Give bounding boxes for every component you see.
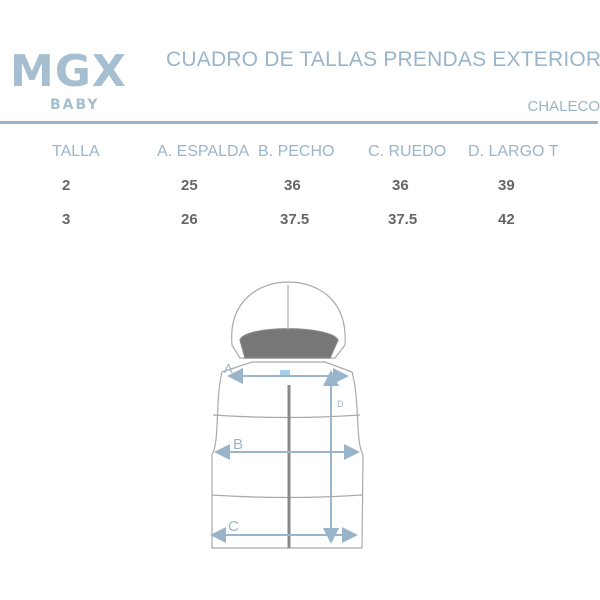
cell-pecho: 36 [284,177,301,194]
col-header-ruedo: C. RUEDO [368,143,447,160]
garment-type: CHALECO [527,98,600,115]
col-header-pecho: B. PECHO [258,143,335,160]
cell-espalda: 26 [181,211,198,228]
label-a: A [224,361,233,376]
col-header-talla: TALLA [52,143,100,160]
neck-label [280,370,290,375]
col-header-largo: D. LARGO T [468,143,559,160]
cell-ruedo: 36 [392,177,409,194]
col-header-espalda: A. ESPALDA [157,143,250,160]
brand-logo-sub: BABY [50,97,100,113]
page-title: CUADRO DE TALLAS PRENDAS EXTERIORES [166,48,600,71]
divider [0,121,598,124]
cell-largo: 42 [498,211,515,228]
cell-largo: 39 [498,177,515,194]
cell-pecho: 37.5 [280,211,310,228]
brand-logo: MGX [10,46,127,97]
hood-lining [239,328,339,359]
cell-talla: 3 [62,211,71,228]
cell-ruedo: 37.5 [388,211,418,228]
vest-outline [211,281,364,549]
label-b: B [233,436,243,453]
cell-espalda: 25 [181,177,198,194]
cell-talla: 2 [62,177,71,194]
label-c: C [228,518,239,535]
label-d: D [337,399,344,409]
